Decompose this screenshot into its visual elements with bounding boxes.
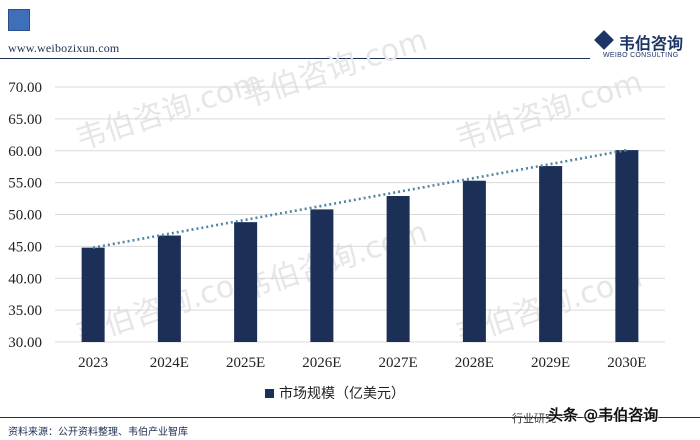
grid-lines <box>55 86 665 343</box>
y-tick-label: 50.00 <box>8 208 42 224</box>
x-tick-label: 2025E <box>226 355 265 371</box>
bar <box>462 180 486 342</box>
trendline <box>92 148 628 249</box>
x-tick-label: 2026E <box>302 355 341 371</box>
watermark-text: 韦伯咨询.com <box>72 64 267 157</box>
bars <box>81 150 639 342</box>
legend: 市场规模（亿美元） <box>265 385 405 402</box>
trendline-layer <box>92 148 628 249</box>
x-tick-label: 2028E <box>455 355 494 371</box>
y-tick-label: 60.00 <box>8 144 42 160</box>
brand-logo: 韦伯咨询 WEIBO CONSULTING <box>594 30 697 66</box>
platform-watermark: 头条 @韦伯咨询 <box>548 406 659 424</box>
source-note: 资料来源：公开资料整理、韦伯产业智库 <box>8 427 188 438</box>
y-tick-label: 55.00 <box>8 176 42 192</box>
watermark-text: 韦伯咨询.com <box>237 22 432 115</box>
x-tick-label: 2023 <box>78 355 108 371</box>
bar <box>157 235 181 342</box>
y-tick-label: 30.00 <box>8 335 42 351</box>
y-tick-label: 40.00 <box>8 271 42 287</box>
header-divider <box>0 58 590 59</box>
logo-text-cn: 韦伯咨询 <box>619 34 684 53</box>
x-tick-label: 2030E <box>607 355 646 371</box>
x-tick-label: 2029E <box>531 355 570 371</box>
corner-square <box>8 9 30 31</box>
bar <box>539 166 563 342</box>
bar <box>386 196 410 342</box>
y-tick-label: 70.00 <box>8 80 42 96</box>
site-url[interactable]: www.weibozixun.com <box>8 41 120 55</box>
x-axis-ticks: 2023 2024E 2025E 2026E 2027E 2028E 2029E 2030E <box>78 355 646 371</box>
x-tick-label: 2024E <box>150 355 189 371</box>
footer-right-text: 行业研究 <box>512 412 556 425</box>
y-axis-ticks: 30.00 35.00 40.00 45.00 50.00 55.00 60.00 65.00… <box>8 80 42 351</box>
bar <box>310 209 334 342</box>
y-tick-label: 35.00 <box>8 303 42 319</box>
y-tick-label: 45.00 <box>8 239 42 255</box>
legend-label: 市场规模（亿美元） <box>279 385 405 402</box>
logo-text-en: WEIBO CONSULTING <box>603 52 679 59</box>
y-tick-label: 65.00 <box>8 112 42 128</box>
x-tick-label: 2027E <box>379 355 418 371</box>
watermark-text: 韦伯咨询.com <box>452 64 647 157</box>
bar <box>81 247 105 342</box>
legend-swatch <box>265 389 274 398</box>
footer-divider <box>0 417 700 418</box>
bar <box>615 150 639 342</box>
bar <box>234 222 258 342</box>
